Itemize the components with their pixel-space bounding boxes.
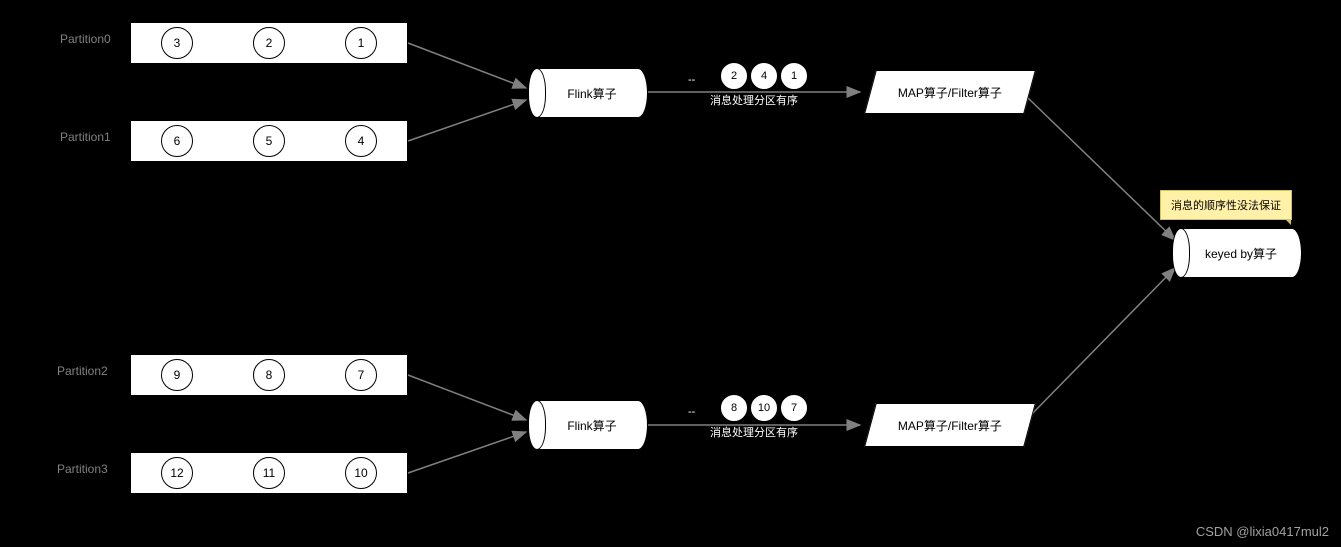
msg-top-item: 2	[720, 62, 748, 90]
flink-label: Flink算子	[559, 85, 616, 102]
partition3-item: 12	[161, 457, 193, 489]
msg-bottom-item: 7	[780, 394, 808, 422]
flink-operator-bottom: Flink算子	[528, 400, 648, 450]
partition2-label: Partition2	[57, 364, 108, 378]
partition0-item: 1	[345, 27, 377, 59]
partition3-item: 10	[345, 457, 377, 489]
partition3-label: Partition3	[57, 462, 108, 476]
partition0-label: Partition0	[60, 32, 111, 46]
dash-bottom: --	[688, 406, 695, 418]
partition2-item: 8	[253, 359, 285, 391]
diagram-canvas: Partition0 Partition1 Partition2 Partiti…	[0, 0, 1341, 547]
partition2-item: 7	[345, 359, 377, 391]
partition3-box: 12 11 10	[130, 452, 408, 494]
partition1-item: 6	[161, 125, 193, 157]
dash-top: --	[688, 74, 695, 86]
keyedby-label: keyed by算子	[1197, 245, 1277, 262]
msg-bottom-item: 10	[750, 394, 778, 422]
partition0-item: 3	[161, 27, 193, 59]
partition1-box: 6 5 4	[130, 120, 408, 162]
note-text: 消息的顺序性没法保证	[1171, 200, 1281, 212]
flink-operator-top: Flink算子	[528, 68, 648, 118]
msg-bottom-item: 8	[720, 394, 748, 422]
partition0-item: 2	[253, 27, 285, 59]
partition2-box: 9 8 7	[130, 354, 408, 396]
watermark: CSDN @lixia0417mul2	[1196, 524, 1329, 539]
msg-top-item: 1	[780, 62, 808, 90]
map-filter-bottom: MAP算子/Filter算子	[864, 403, 1036, 447]
partition1-item: 5	[253, 125, 285, 157]
map-filter-label: MAP算子/Filter算子	[898, 84, 1002, 101]
msg-top-label: 消息处理分区有序	[710, 92, 808, 108]
msg-bottom-label: 消息处理分区有序	[710, 424, 808, 440]
msg-top-item: 4	[750, 62, 778, 90]
keyedby-operator: keyed by算子	[1172, 228, 1302, 278]
partition2-item: 9	[161, 359, 193, 391]
message-group-top: 2 4 1 消息处理分区有序	[710, 62, 808, 108]
note-sticky: 消息的顺序性没法保证	[1160, 190, 1292, 220]
partition1-label: Partition1	[60, 130, 111, 144]
message-group-bottom: 8 10 7 消息处理分区有序	[710, 394, 808, 440]
map-filter-label: MAP算子/Filter算子	[898, 417, 1002, 434]
map-filter-top: MAP算子/Filter算子	[864, 70, 1036, 114]
partition3-item: 11	[253, 457, 285, 489]
partition1-item: 4	[345, 125, 377, 157]
partition0-box: 3 2 1	[130, 22, 408, 64]
flink-label: Flink算子	[559, 417, 616, 434]
